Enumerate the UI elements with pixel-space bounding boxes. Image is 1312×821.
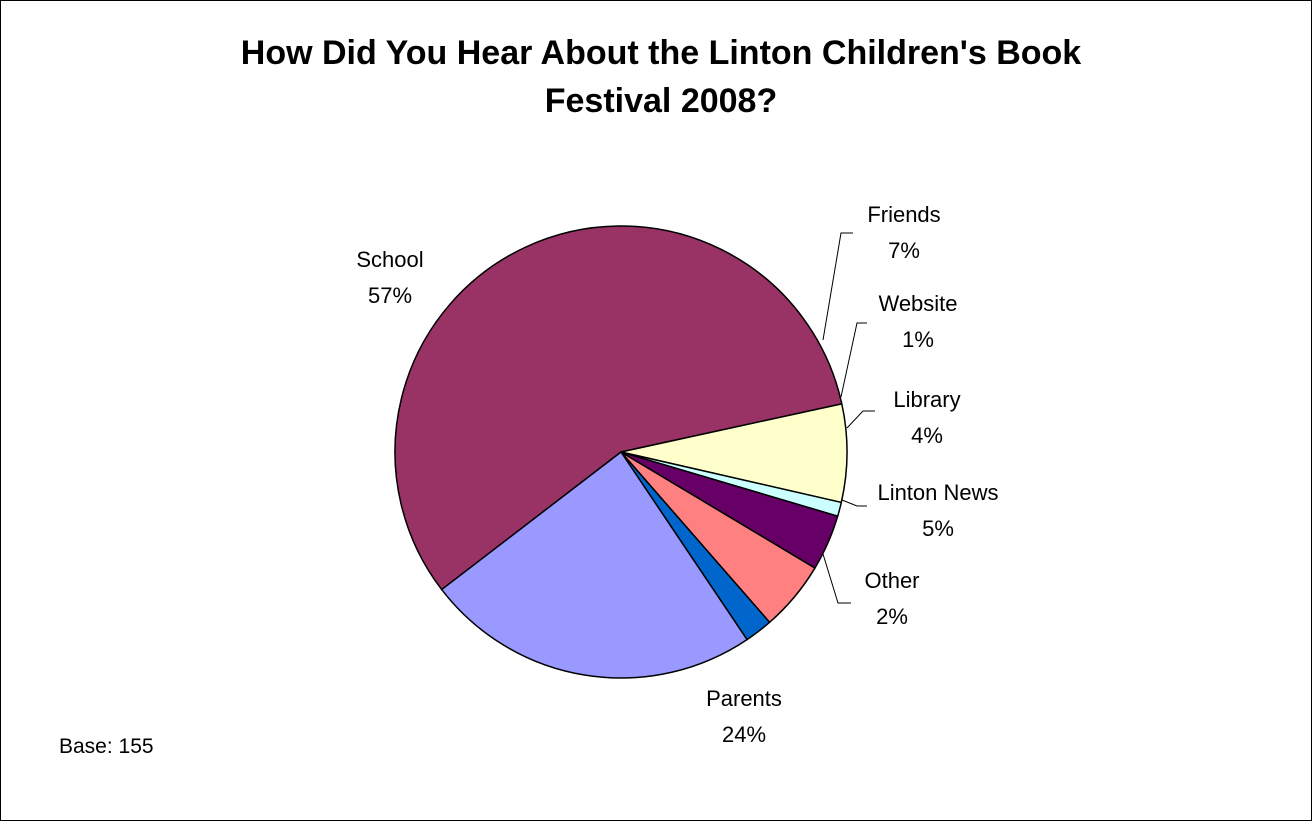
slice-percent-parents: 24% [722,722,766,747]
slice-percent-website: 1% [902,327,934,352]
chart-title-line-2: Festival 2008? [544,82,778,120]
chart-title: How Did You Hear About the Linton Childr… [1,29,1312,125]
slice-label-other: Other [864,568,919,593]
pie-slice-school [394,225,843,591]
slice-label-parents: Parents [706,686,782,711]
slice-percent-friends: 7% [888,238,920,263]
slice-label-website: Website [878,291,957,316]
chart-title-line-1: How Did You Hear About the Linton Childr… [240,34,1082,72]
slice-percent-library: 4% [911,423,943,448]
slice-percent-school: 57% [368,283,412,308]
leader-line-friends [822,232,853,341]
pie-slice-parents [440,451,748,679]
leader-lines [822,232,875,604]
leader-line-website [840,322,867,398]
slice-label-school: School [356,247,423,272]
leader-line-linton-news [841,499,867,507]
slice-label-library: Library [893,387,960,412]
base-note: Base: 155 [59,735,154,758]
slice-percent-linton-news: 5% [922,516,954,541]
slice-label-friends: Friends [867,202,940,227]
slice-label-linton-news: Linton News [877,480,998,505]
leader-line-library [846,410,875,429]
slice-labels: School 57% Friends 7% Website 1% Library 4% Lint… [356,202,998,747]
pie-slices [394,225,848,679]
leader-line-other [822,553,851,604]
slice-percent-other: 2% [876,604,908,629]
